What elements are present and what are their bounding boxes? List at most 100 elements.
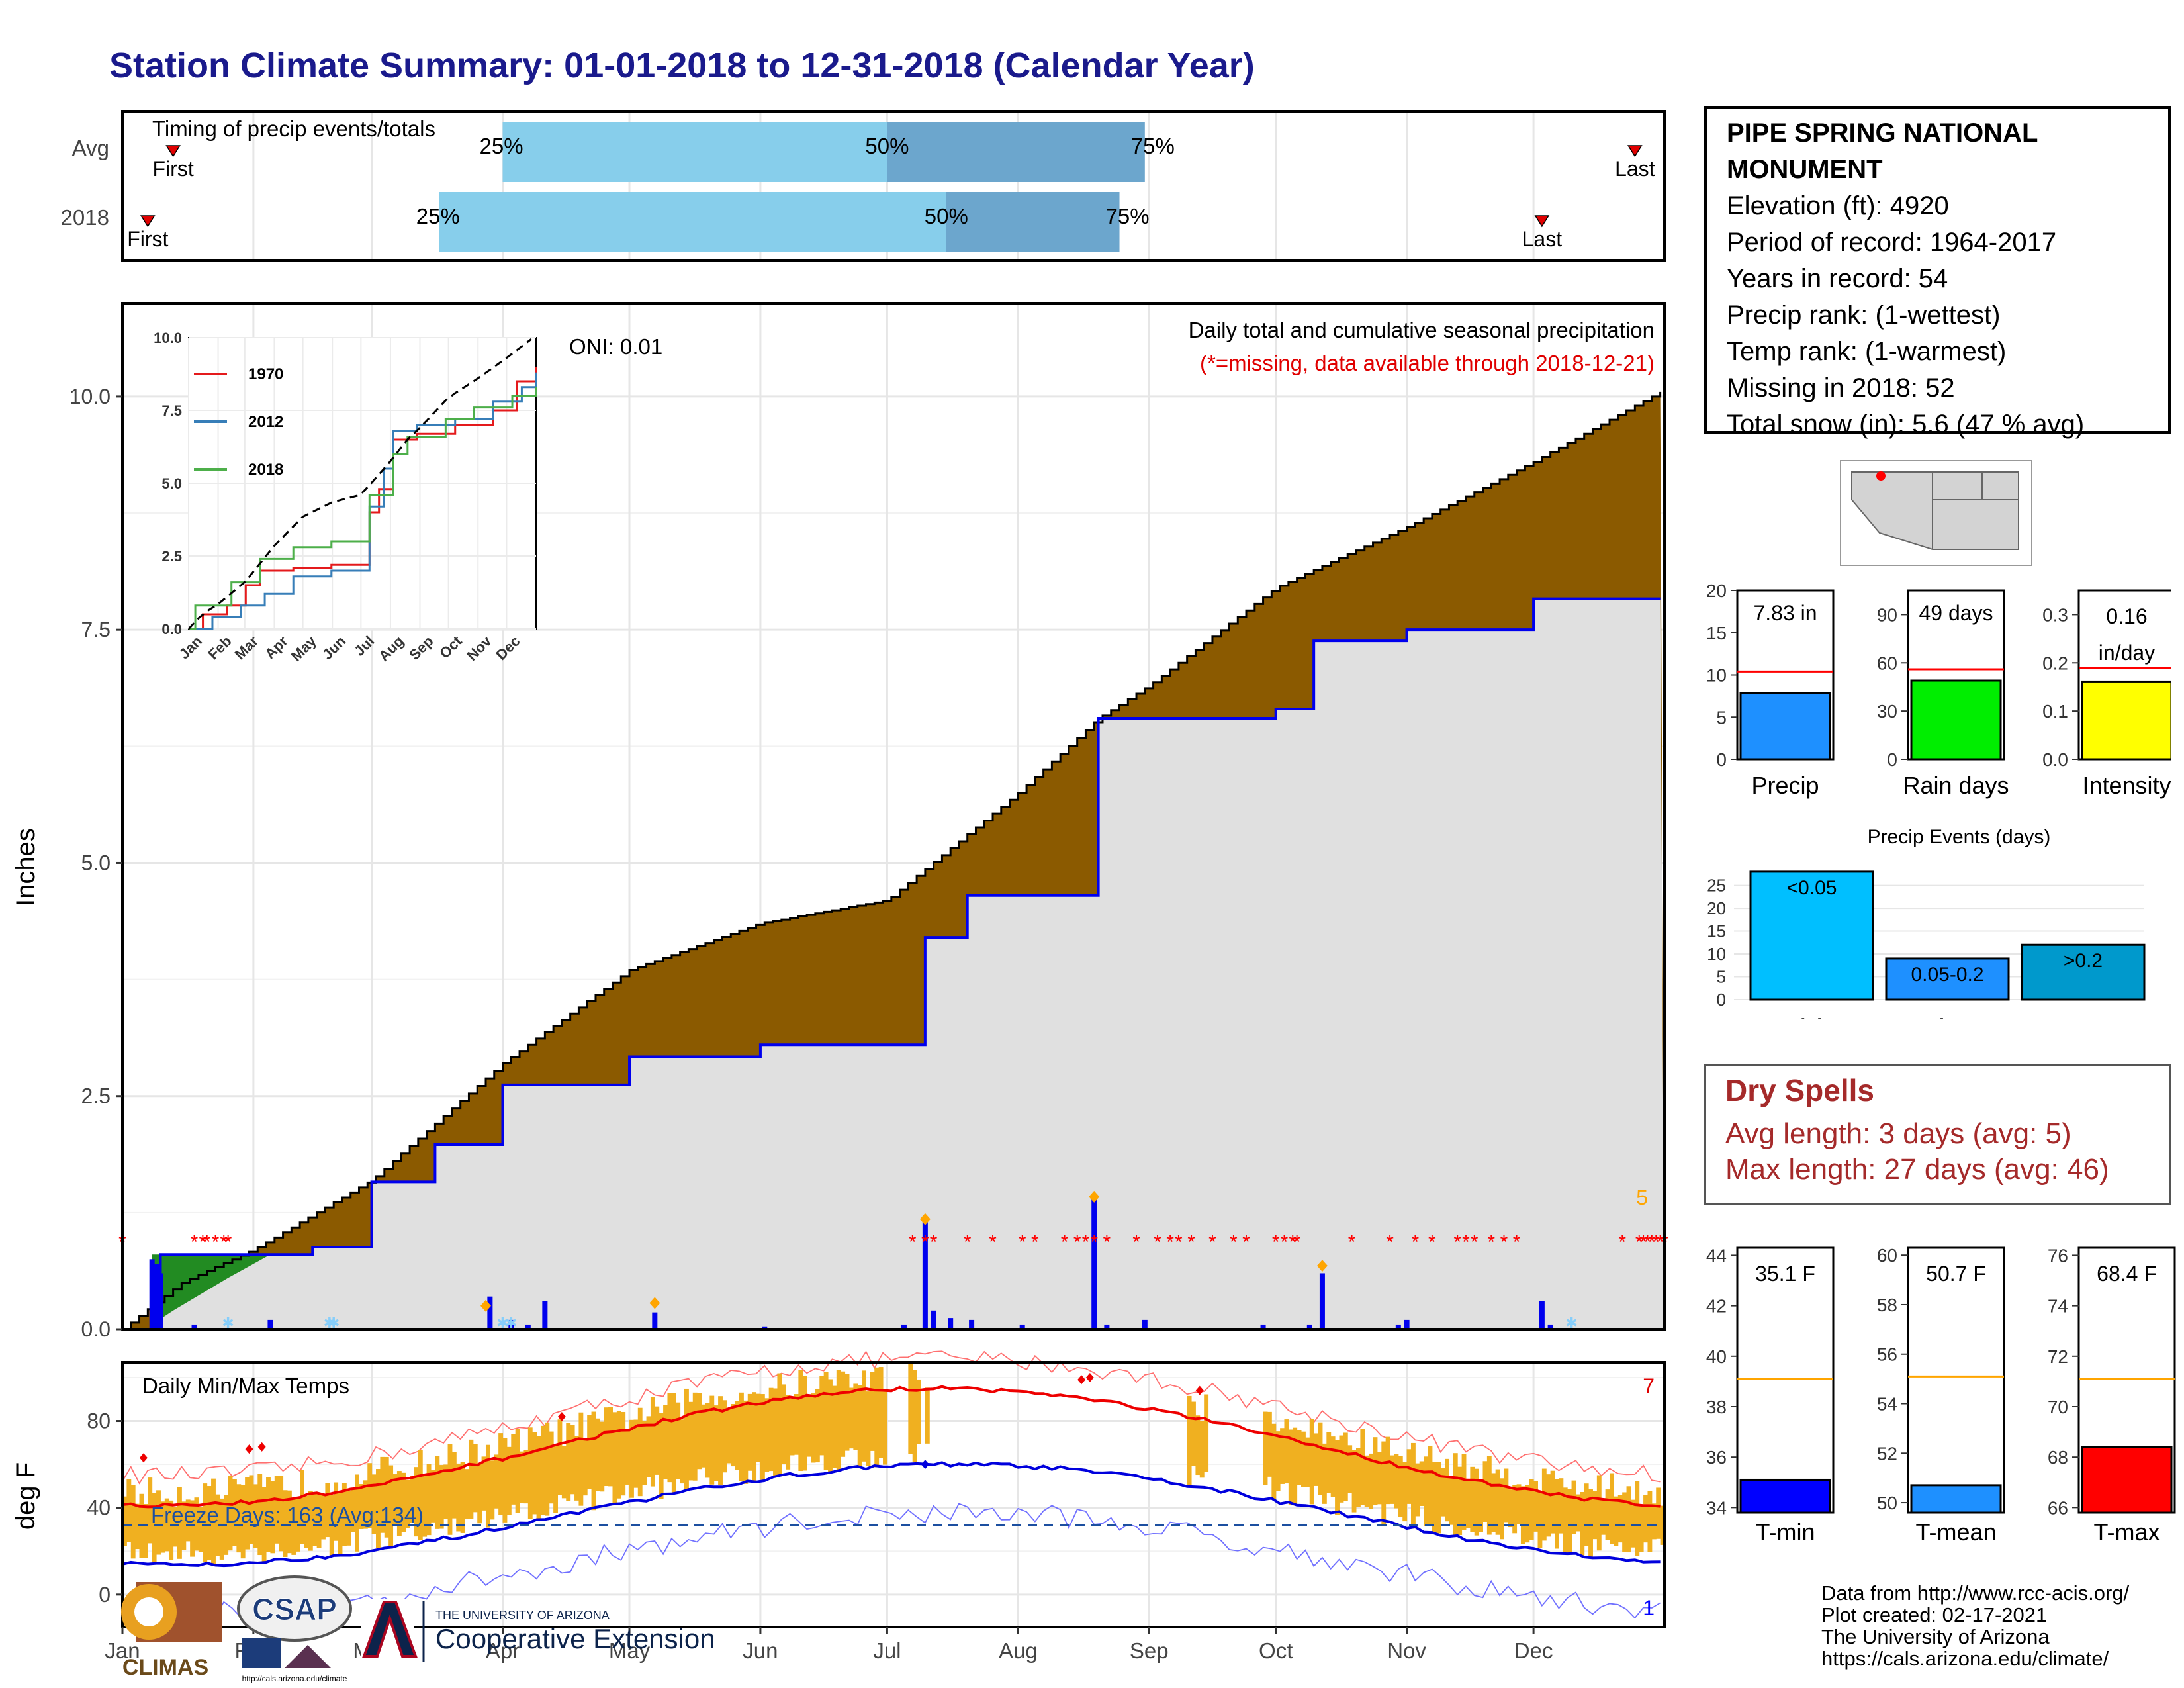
daily-temp-bar [418,1450,423,1540]
events-tick-label: 25 [1707,876,1726,896]
summary-value-label: 0.16 [2106,604,2147,628]
snow-flake-marker: ✱ [328,1315,340,1331]
missing-day-marker: * [220,1231,228,1253]
daily-temp-bar [384,1456,389,1538]
station-name: PIPE SPRING NATIONAL MONUMENT [1727,118,2038,184]
daily-temp-bar [1546,1474,1551,1537]
daily-precip-bar [1142,1319,1148,1329]
missing-day-marker: * [203,1231,211,1253]
missing-day-marker: * [1061,1231,1069,1253]
daily-temp-bar [1284,1419,1289,1484]
missing-day-marker: * [1208,1231,1216,1253]
daily-temp-bar [692,1392,698,1481]
events-tick-label: 10 [1707,944,1726,964]
daily-temp-bar [1385,1436,1390,1505]
daily-temp-bar [219,1498,224,1560]
missing-day-marker: * [1500,1231,1508,1253]
daily-temp-bar [697,1393,702,1470]
dry-spells-title: Dry Spells [1725,1073,1874,1107]
summary-tick-label: 90 [1877,604,1897,625]
daily-temp-bar [1322,1443,1327,1504]
summary-tick-label: 5 [1716,707,1727,727]
daily-temp-bar [1436,1462,1441,1534]
station-elevation: Elevation (ft): 4920 [1727,191,1949,220]
daily-temp-bar [1584,1483,1589,1546]
daily-temp-bar [549,1431,554,1504]
missing-day-marker: * [909,1231,917,1253]
temps-ytick-label: 0 [99,1583,111,1607]
daily-precip-bar [154,1264,159,1329]
temp-summary-tick-label: 68 [2048,1447,2068,1468]
summary-bar [1910,679,2002,761]
daily-temp-bar [1614,1496,1619,1546]
temp-summary-tick-label: 60 [1877,1245,1897,1266]
snow-marker [480,1299,491,1312]
snow-flake-marker: ✱ [496,1315,508,1331]
snow-flake-marker: ✱ [222,1315,234,1331]
daily-temp-bar [1364,1455,1369,1507]
summary-tick-label: 0 [1716,749,1727,770]
timing-first-marker [165,145,181,158]
inset-legend-label: 2012 [248,413,283,431]
daily-temp-bar [1610,1473,1614,1544]
daily-temp-bar [566,1423,571,1501]
precip-events-title: Precip Events (days) [1868,826,2051,848]
daily-temp-bar [705,1403,710,1478]
timing-panel: 25% 50% 75% First Last 25% 50% 75% First Last Tim… [61,110,1666,262]
daily-temp-bar [802,1376,807,1471]
daily-temp-bar [570,1425,575,1495]
daily-temp-bar [1305,1437,1310,1487]
timing-pct-75: 75% [1131,134,1175,158]
daily-temp-bar [194,1497,199,1551]
precip-event-bar-label: >0.2 [2064,950,2103,972]
missing-day-marker: * [964,1231,972,1253]
daily-temp-bar [490,1460,495,1520]
missing-day-marker: * [930,1231,938,1253]
daily-temp-bar [1567,1489,1572,1554]
daily-precip-bar [1019,1324,1025,1329]
daily-temp-bar [355,1474,359,1552]
summary-bar-label: Rain days [1903,772,2009,799]
daily-temp-bar [1605,1489,1610,1540]
daily-precip-bar [1547,1324,1553,1329]
temp-summary-label: T-mean [1915,1519,1996,1542]
location-map [1840,460,2032,566]
precip-ytick-label: 5.0 [81,851,111,874]
main-chart-area: 25% 50% 75% First Last 25% 50% 75% First Last Tim… [11,110,1668,1663]
daily-temp-bar [304,1495,309,1548]
daily-precip-bar [969,1319,975,1329]
daily-temp-bar [811,1393,816,1463]
daily-temp-bar [1432,1462,1437,1532]
daily-temp-bar [291,1497,296,1555]
temp-summary-tick-label: 54 [1877,1394,1897,1415]
daily-temp-bar [841,1371,846,1457]
summary-tick-label: 15 [1706,623,1727,643]
daily-temp-bar [396,1471,402,1536]
dry-spells-max: Max length: 27 days (avg: 46) [1725,1153,2109,1186]
daily-temp-bar [1495,1469,1500,1535]
daily-temp-bar [659,1413,664,1499]
daily-temp-bar [612,1412,617,1505]
station-snow: Total snow (in): 5.6 (47 % avg) [1727,410,2085,439]
timing-first-marker [140,215,156,228]
daily-temp-bar [823,1372,829,1470]
daily-temp-bar [367,1463,373,1528]
daily-precip-bar [149,1259,155,1329]
daily-temp-bar [1533,1480,1538,1532]
daily-temp-bar [346,1491,351,1546]
daily-temp-bar [414,1467,419,1537]
daily-temp-bar [637,1407,643,1497]
record-high-marker [1077,1375,1086,1385]
temp-summary-tick-label: 76 [2048,1245,2068,1266]
summary-tick-label: 0.3 [2042,604,2068,625]
daily-temp-bar [1656,1487,1661,1539]
daily-temp-bar [844,1374,850,1451]
climas-text: CLIMAS [122,1655,208,1680]
missing-day-marker: * [1471,1231,1479,1253]
temp-summary-tick-label: 70 [2048,1397,2068,1417]
events-tick-label: 20 [1707,898,1726,918]
daily-temp-bar [274,1476,279,1544]
missing-day-marker: * [1648,1231,1656,1253]
credit-line-university: The University of Arizona [1821,1625,2050,1648]
